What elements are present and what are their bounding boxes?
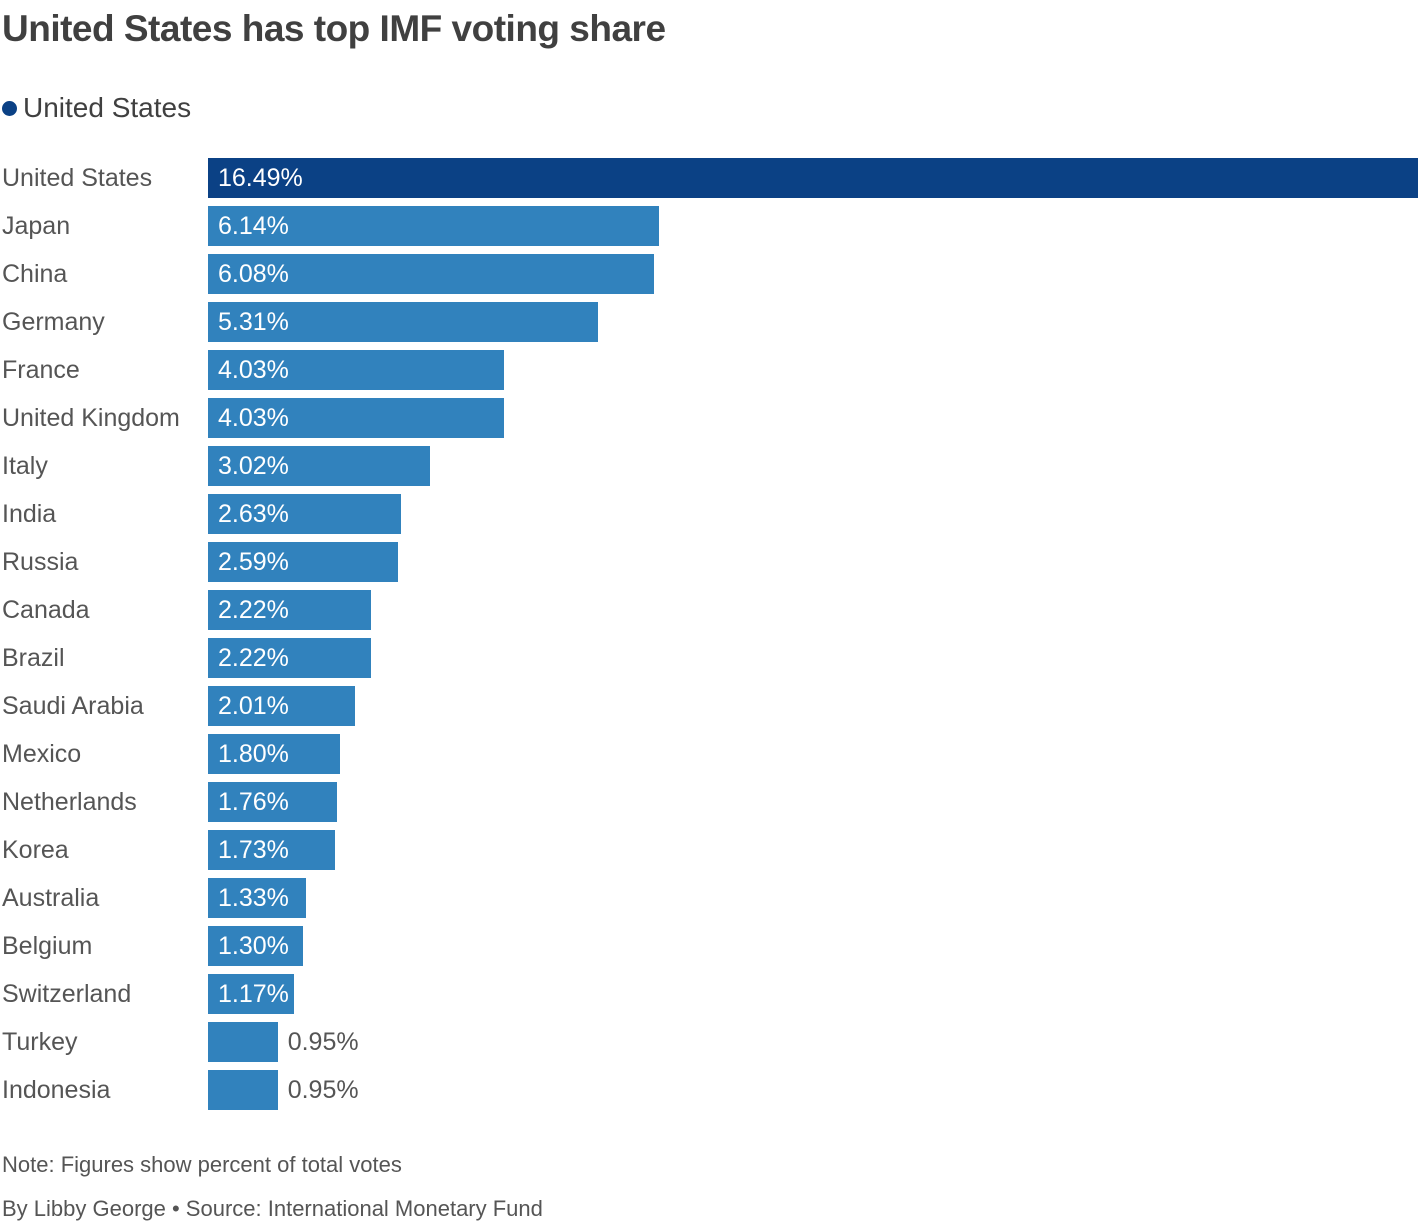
data-label: 1.17% [218,980,289,1008]
category-label: Saudi Arabia [2,692,144,720]
bar [208,734,341,774]
category-label: China [2,260,68,288]
bar [208,1070,278,1110]
category-label: India [2,500,57,528]
data-label: 1.30% [218,932,289,960]
data-label: 3.02% [218,452,289,480]
bar [208,542,399,582]
category-label: Russia [2,548,79,576]
data-label: 4.03% [218,404,289,432]
bar [208,926,304,966]
data-label: 6.14% [218,212,289,240]
data-label: 1.33% [218,884,289,912]
bar [208,1022,278,1062]
bar [208,446,430,486]
data-label: 0.95% [287,1028,359,1056]
category-label: Switzerland [2,980,132,1008]
data-label: 2.63% [218,500,289,528]
category-label: Brazil [2,644,65,672]
data-label: 2.01% [218,692,289,720]
data-label: 2.59% [218,548,289,576]
bar [208,590,371,630]
chart-title: United States has top IMF voting share [2,8,666,49]
data-label: 1.80% [218,740,289,768]
data-label: 6.08% [218,260,289,288]
data-label: 0.95% [287,1076,359,1104]
bar [208,974,294,1014]
category-label: France [2,356,80,384]
bar [208,638,371,678]
legend-label: United States [23,92,192,123]
bar [208,350,504,390]
bar [208,830,335,870]
category-label: United States [2,164,153,192]
category-label: United Kingdom [2,404,180,432]
bar [208,494,401,534]
data-label: 2.22% [218,596,289,624]
bar [208,878,306,918]
chart-source: By Libby George • Source: International … [2,1196,543,1221]
category-label: Turkey [2,1028,78,1056]
category-label: Korea [2,836,69,864]
data-label: 16.49% [218,164,303,192]
legend: United States [2,92,191,124]
bar [208,206,659,246]
bar [208,302,598,342]
legend-swatch [2,100,17,116]
bar [208,254,655,294]
category-label: Japan [2,212,71,240]
bar [208,782,338,822]
category-label: Germany [2,308,105,336]
data-label: 1.73% [218,836,289,864]
category-label: Canada [2,596,90,624]
category-label: Netherlands [2,788,137,816]
bar [208,158,1418,198]
data-label: 2.22% [218,644,289,672]
chart-note: Note: Figures show percent of total vote… [2,1152,402,1177]
data-label: 1.76% [218,788,289,816]
category-label: Italy [2,452,48,480]
category-label: Mexico [2,740,82,768]
data-label: 4.03% [218,356,289,384]
bar [208,686,356,726]
bar [208,398,504,438]
category-label: Australia [2,884,100,912]
data-label: 5.31% [218,308,289,336]
category-label: Belgium [2,932,93,960]
category-label: Indonesia [2,1076,111,1104]
